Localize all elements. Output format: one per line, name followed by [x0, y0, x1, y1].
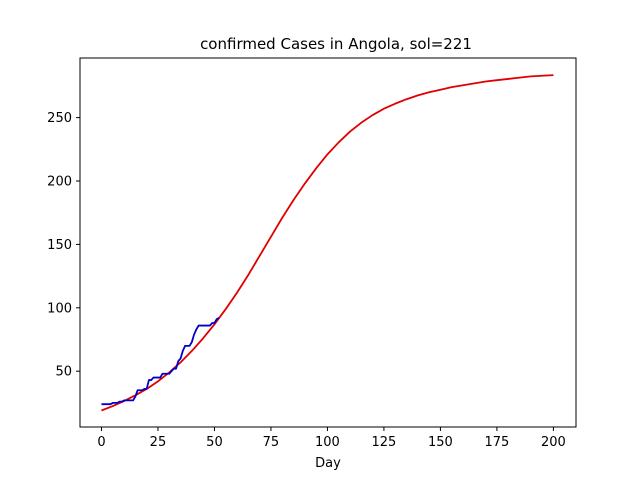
tick-layer: 0 25 50 75 100 125 150 175 200 50 100 150 200 250	[47, 111, 566, 450]
y-tick-label: 100	[47, 301, 72, 316]
x-tick-label: 175	[484, 435, 509, 450]
x-tick-label: 75	[263, 435, 280, 450]
y-tick-label: 250	[47, 111, 72, 126]
chart-title: confirmed Cases in Angola, sol=221	[200, 35, 472, 53]
x-tick-label: 50	[206, 435, 223, 450]
y-tick-label: 150	[47, 238, 72, 253]
plot-frame	[79, 57, 577, 428]
x-tick-label: 125	[372, 435, 397, 450]
x-tick-label: 25	[150, 435, 167, 450]
series-layer	[101, 74, 554, 412]
y-tick-label: 200	[47, 175, 72, 190]
y-tick-label: 50	[55, 365, 72, 380]
x-tick-label: 200	[541, 435, 566, 450]
x-tick-label: 100	[315, 435, 340, 450]
x-tick-label: 150	[428, 435, 453, 450]
series-line-2	[101, 317, 220, 406]
x-tick-label: 0	[97, 435, 105, 450]
x-axis-label: Day	[315, 456, 341, 471]
